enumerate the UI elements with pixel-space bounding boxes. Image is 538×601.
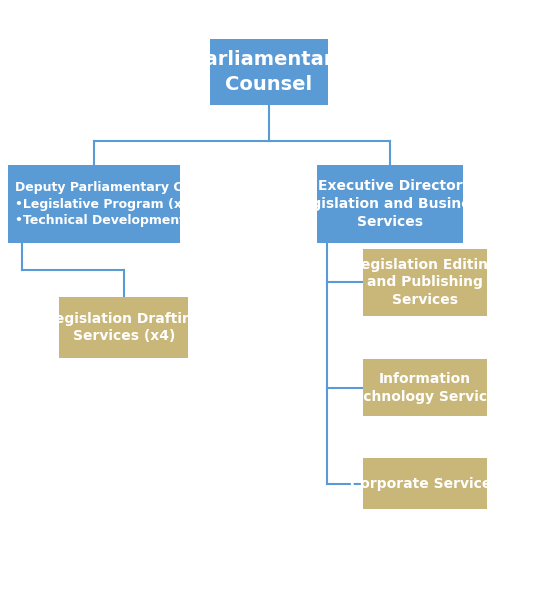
FancyBboxPatch shape [317, 165, 463, 243]
Text: Corporate Services: Corporate Services [350, 477, 500, 491]
Text: Legislation Drafting
Services (x4): Legislation Drafting Services (x4) [46, 312, 202, 343]
FancyBboxPatch shape [8, 165, 180, 243]
FancyBboxPatch shape [363, 359, 487, 416]
Text: Information
Technology Services: Information Technology Services [345, 372, 505, 403]
FancyBboxPatch shape [210, 39, 328, 105]
FancyBboxPatch shape [363, 458, 487, 510]
FancyBboxPatch shape [59, 297, 188, 358]
Text: Executive Director
Legislation and Business
Services: Executive Director Legislation and Busin… [293, 180, 487, 229]
Text: Parliamentary
Counsel: Parliamentary Counsel [192, 50, 346, 94]
Text: Legislation Editing
and Publishing
Services: Legislation Editing and Publishing Servi… [352, 258, 498, 307]
Text: Deputy Parliamentary Counsel
•Legislative Program (x2)
•Technical Development (x: Deputy Parliamentary Counsel •Legislativ… [15, 182, 228, 227]
FancyBboxPatch shape [363, 249, 487, 316]
